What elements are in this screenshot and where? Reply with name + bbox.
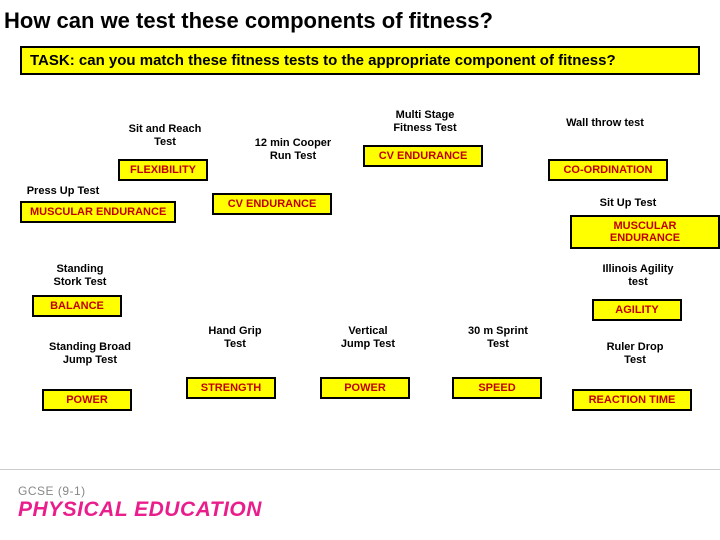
- comp-flexibility[interactable]: FLEXIBILITY: [118, 159, 208, 181]
- comp-strength[interactable]: STRENGTH: [186, 377, 276, 399]
- diagram-canvas: Sit and ReachTest FLEXIBILITY Press Up T…: [0, 93, 720, 473]
- comp-agility[interactable]: AGILITY: [592, 299, 682, 321]
- comp-coordination[interactable]: CO-ORDINATION: [548, 159, 668, 181]
- comp-cv-endurance-1[interactable]: CV ENDURANCE: [363, 145, 483, 167]
- comp-power-2[interactable]: POWER: [320, 377, 410, 399]
- comp-muscular-endurance-2[interactable]: MUSCULAR ENDURANCE: [570, 215, 720, 249]
- test-hand-grip[interactable]: Hand GripTest: [185, 325, 285, 351]
- footer-main: PHYSICAL EDUCATION: [18, 498, 702, 522]
- test-broad-jump[interactable]: Standing BroadJump Test: [30, 341, 150, 367]
- test-stork[interactable]: StandingStork Test: [30, 263, 130, 289]
- test-sit-reach[interactable]: Sit and ReachTest: [110, 123, 220, 149]
- comp-cv-endurance-2[interactable]: CV ENDURANCE: [212, 193, 332, 215]
- test-vertical-jump[interactable]: VerticalJump Test: [318, 325, 418, 351]
- comp-balance[interactable]: BALANCE: [32, 295, 122, 317]
- footer-sub: GCSE (9-1): [18, 484, 702, 498]
- test-multistage[interactable]: Multi StageFitness Test: [370, 109, 480, 135]
- footer: GCSE (9-1) PHYSICAL EDUCATION: [0, 469, 720, 540]
- test-illinois[interactable]: Illinois Agilitytest: [578, 263, 698, 289]
- comp-speed[interactable]: SPEED: [452, 377, 542, 399]
- comp-reaction-time[interactable]: REACTION TIME: [572, 389, 692, 411]
- test-ruler[interactable]: Ruler DropTest: [580, 341, 690, 367]
- test-cooper[interactable]: 12 min CooperRun Test: [238, 137, 348, 163]
- comp-power-1[interactable]: POWER: [42, 389, 132, 411]
- task-box: TASK: can you match these fitness tests …: [20, 46, 700, 75]
- comp-muscular-endurance-1[interactable]: MUSCULAR ENDURANCE: [20, 201, 176, 223]
- test-sprint[interactable]: 30 m SprintTest: [448, 325, 548, 351]
- page-title: How can we test these components of fitn…: [0, 0, 720, 46]
- test-wall-throw[interactable]: Wall throw test: [540, 117, 670, 130]
- test-press-up[interactable]: Press Up Test: [8, 185, 118, 198]
- test-sit-up[interactable]: Sit Up Test: [568, 197, 688, 210]
